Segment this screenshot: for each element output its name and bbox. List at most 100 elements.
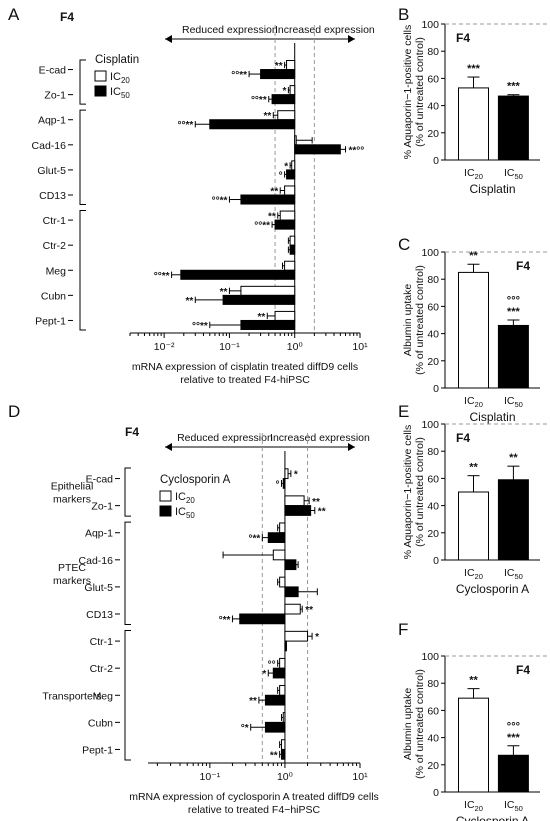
bar-ic50 (264, 721, 286, 733)
bar-ic50 (264, 694, 286, 706)
bar-ic50 (280, 748, 286, 760)
bar-ic20 (279, 522, 286, 534)
y-tick-label: 60 (427, 73, 439, 85)
group-label: Epithelial (51, 481, 94, 493)
legend-swatch-ic20 (159, 490, 172, 502)
bar-ic20 (284, 603, 301, 615)
group-bracket (124, 521, 131, 626)
category-label: Zo-1 (91, 501, 113, 513)
panel-title: F4 (456, 31, 470, 45)
bar-ic50 (284, 505, 312, 516)
x-tick-label: IC50 (504, 395, 523, 409)
category-label: Meg (93, 690, 114, 702)
category-label: Cad-16 (79, 555, 114, 567)
group-label: PTEC (58, 562, 86, 574)
category-label: Ctr-2 (43, 240, 66, 252)
y-axis-label: % Aquaporin−1-positive cells (402, 425, 414, 560)
reduced-expression-label: Reduced expression (182, 24, 278, 36)
x-tick-label: IC20 (464, 799, 483, 813)
category-label: Meg (46, 265, 67, 277)
bar-ic50 (180, 269, 296, 280)
bar-ic50 (271, 94, 296, 105)
significance-mark: *** (507, 732, 521, 744)
x-tick-label: IC50 (504, 567, 523, 581)
increased-expression-label: Increased expression (275, 24, 375, 36)
x-tick-label: 10¹ (352, 771, 368, 783)
significance-mark: °** (219, 615, 231, 626)
y-tick-label: 40 (427, 733, 439, 745)
bar-ic50 (284, 559, 297, 571)
significance-mark: °°** (231, 70, 247, 81)
significance-mark: ** (270, 750, 278, 761)
significance-mark: °** (249, 534, 261, 545)
y-tick-label: 80 (427, 678, 439, 690)
significance-mark: °°** (254, 221, 270, 232)
group-label: Transporters (42, 690, 101, 702)
legend-swatch-ic50 (94, 85, 107, 97)
significance-mark: ** (275, 61, 283, 72)
y-tick-label: 20 (427, 356, 439, 368)
y-axis-label: Albumin uptake (402, 284, 414, 357)
panel-title: F4 (516, 259, 530, 273)
bar-ic20 (279, 210, 296, 221)
panel-label-c: C (398, 235, 410, 254)
category-label: Ctr-2 (90, 663, 113, 675)
significance-mark: °° (268, 659, 276, 670)
group-bracket (79, 210, 86, 331)
y-tick-label: 0 (433, 787, 439, 799)
category-label: Ctr-1 (43, 215, 66, 227)
bar-ic20 (458, 271, 489, 389)
y-tick-label: 100 (421, 247, 439, 259)
significance-mark: ° (275, 479, 279, 490)
significance-mark: °°° (507, 721, 520, 733)
bar-ic50 (274, 219, 296, 230)
panel-label-f: F (398, 620, 408, 639)
significance-mark: ** (257, 312, 265, 323)
x-tick-label: 10⁰ (277, 771, 294, 783)
y-tick-label: 20 (427, 760, 439, 772)
bar-ic20 (284, 630, 309, 642)
bar-ic50 (286, 169, 296, 180)
y-tick-label: 0 (433, 155, 439, 167)
bar-ic50 (222, 294, 296, 305)
significance-mark: ** (469, 462, 478, 474)
y-tick-label: 100 (421, 651, 439, 663)
legend-swatch-ic20 (94, 70, 107, 82)
significance-mark: *** (507, 306, 521, 318)
significance-mark: ** (264, 111, 272, 122)
x-axis-label: Cisplatin (469, 410, 515, 424)
group-bracket (79, 59, 86, 105)
group-label: markers (53, 575, 91, 587)
x-tick-label: IC20 (464, 567, 483, 581)
bar-ic50 (240, 319, 296, 330)
significance-mark: °°** (192, 321, 208, 332)
x-axis-label: Cyclosporin A (456, 814, 529, 821)
significance-mark: ** (249, 696, 257, 707)
bar-ic50 (240, 194, 296, 205)
category-label: Glut-5 (84, 582, 113, 594)
significance-mark: ** (469, 250, 478, 262)
legend-label: IC50 (110, 86, 130, 100)
significance-mark: * (315, 632, 319, 643)
bar-ic20 (272, 549, 286, 561)
bar-ic50 (497, 324, 529, 389)
reduced-expression-label: Reduced expression (177, 432, 273, 444)
bar-ic20 (458, 491, 489, 561)
category-label: Ctr-1 (90, 636, 113, 648)
category-label: Glut-5 (37, 165, 66, 177)
bar-ic20 (284, 260, 296, 271)
y-tick-label: 0 (433, 555, 439, 567)
bar-ic20 (279, 685, 286, 696)
y-tick-label: 80 (427, 46, 439, 58)
x-tick-label: IC20 (464, 395, 483, 409)
reduced-arrow-head (165, 443, 172, 451)
significance-mark: ** (509, 452, 518, 464)
y-axis-label: (% of untreated control) (414, 669, 426, 779)
bar-ic20 (284, 495, 305, 507)
group-bracket (124, 630, 131, 761)
significance-mark: * (282, 86, 286, 97)
y-tick-label: 40 (427, 329, 439, 341)
significance-mark: ** (318, 507, 326, 518)
category-label: CD13 (86, 609, 113, 621)
